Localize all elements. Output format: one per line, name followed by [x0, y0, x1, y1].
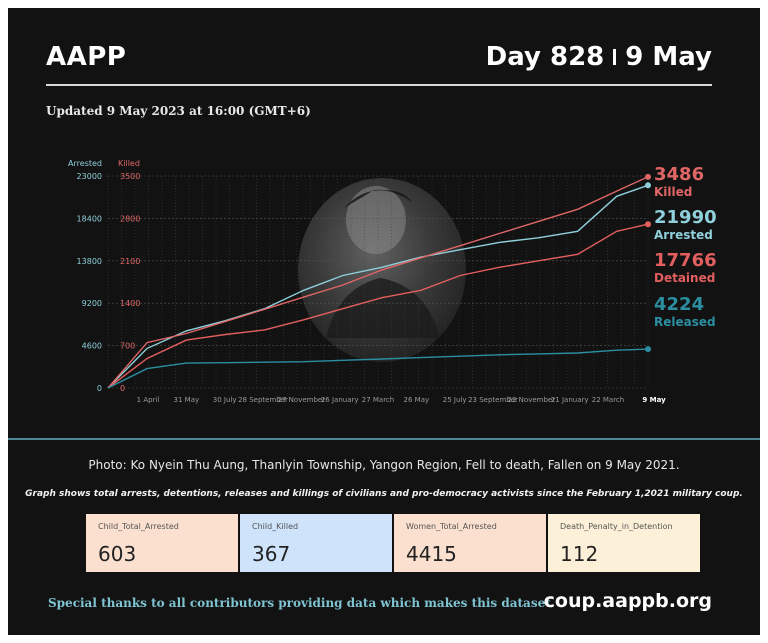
x-tick-label: 22 March: [592, 396, 624, 404]
infographic-card: AAPP Day 828 9 May Updated 9 May 2023 at…: [8, 8, 760, 635]
stat-label: Child_Total_Arrested: [98, 522, 179, 531]
day-number: Day 828: [485, 42, 605, 72]
series-end-point-arrested: [645, 182, 651, 189]
day-separator: [613, 49, 617, 65]
x-tick-label: 27 November: [278, 396, 326, 404]
x-tick-label: 25 July: [443, 396, 467, 404]
end-label-name: Released: [654, 315, 716, 329]
series-line-released: [107, 348, 649, 389]
series-end-point-detained: [645, 221, 651, 228]
y-tick-right: 0: [120, 384, 125, 393]
stat-value: 603: [98, 542, 137, 566]
stat-value: 4415: [406, 542, 457, 566]
photo-caption: Photo: Ko Nyein Thu Aung, Thanlyin Towns…: [88, 458, 680, 472]
y-tick-right: 2800: [120, 214, 140, 223]
y-axis-label-left: Arrested: [68, 159, 102, 168]
stat-death-penalty-in-detention: Death_Penalty_in_Detention 112: [548, 514, 700, 572]
x-tick-label: 26 January: [321, 396, 359, 404]
stat-child-total-arrested: Child_Total_Arrested 603: [86, 514, 240, 572]
stat-value: 112: [560, 542, 599, 566]
end-label-value: 21990: [654, 207, 717, 228]
stat-label: Child_Killed: [252, 522, 299, 531]
y-tick-left: 9200: [82, 299, 102, 308]
series-end-point-released: [645, 346, 651, 353]
stat-label: Death_Penalty_in_Detention: [560, 522, 673, 531]
section-divider: [8, 438, 760, 440]
x-tick-label: 30 July: [213, 396, 237, 404]
stats-row: Child_Total_Arrested 603 Child_Killed 36…: [86, 514, 700, 572]
thanks-note: Special thanks to all contributors provi…: [48, 596, 555, 610]
end-label-value: 17766: [654, 250, 717, 271]
y-tick-left: 4600: [82, 342, 102, 351]
x-tick-label: 27 March: [362, 396, 394, 404]
day-date: 9 May: [625, 42, 712, 72]
series-line-arrested: [107, 184, 649, 389]
y-axis-label-right: Killed: [118, 159, 140, 168]
x-tick-label: 21 January: [551, 396, 589, 404]
brand-title: AAPP: [46, 42, 127, 72]
stat-child-killed: Child_Killed 367: [240, 514, 394, 572]
chart-series-lines: [107, 173, 651, 389]
end-label-name: Detained: [654, 271, 715, 285]
day-counter: Day 828 9 May: [486, 42, 712, 72]
x-tick-label: 31 May: [174, 396, 200, 404]
graph-description: Graph shows total arrests, detentions, r…: [25, 489, 743, 499]
cumulative-line-chart: 0 0 4600 700 9200 1400 13800 2100 18400 2800 23000…: [68, 159, 717, 404]
end-label-value: 4224: [654, 294, 704, 315]
y-tick-right: 3500: [120, 172, 140, 181]
y-tick-left: 23000: [77, 172, 102, 181]
x-tick-label: 23 September: [468, 396, 518, 404]
x-tick-label: 22 November: [508, 396, 556, 404]
y-tick-right: 1400: [120, 299, 140, 308]
end-label-name: Arrested: [654, 228, 713, 242]
x-tick-label: 9 May: [642, 396, 666, 404]
y-tick-left: 13800: [77, 257, 102, 266]
y-tick-right: 2100: [120, 257, 140, 266]
x-tick-label: 26 May: [404, 396, 430, 404]
updated-timestamp: Updated 9 May 2023 at 16:00 (GMT+6): [46, 104, 311, 118]
stat-value: 367: [252, 542, 291, 566]
header-divider: [46, 84, 712, 86]
website-link[interactable]: coup.aappb.org: [543, 590, 712, 612]
end-label-value: 3486: [654, 164, 704, 185]
y-tick-left: 0: [97, 384, 102, 393]
stat-label: Women_Total_Arrested: [406, 522, 497, 531]
x-tick-label: 1 April: [137, 396, 160, 404]
x-tick-label: 28 September: [238, 396, 288, 404]
y-tick-right: 700: [120, 342, 135, 351]
stat-women-total-arrested: Women_Total_Arrested 4415: [394, 514, 548, 572]
series-line-detained: [107, 223, 649, 389]
series-end-point-killed: [645, 173, 651, 180]
end-label-name: Killed: [654, 185, 692, 199]
y-tick-left: 18400: [77, 214, 102, 223]
series-line-killed: [107, 176, 649, 389]
chart-axes: 0 0 4600 700 9200 1400 13800 2100 18400 2800 23000…: [68, 159, 666, 404]
